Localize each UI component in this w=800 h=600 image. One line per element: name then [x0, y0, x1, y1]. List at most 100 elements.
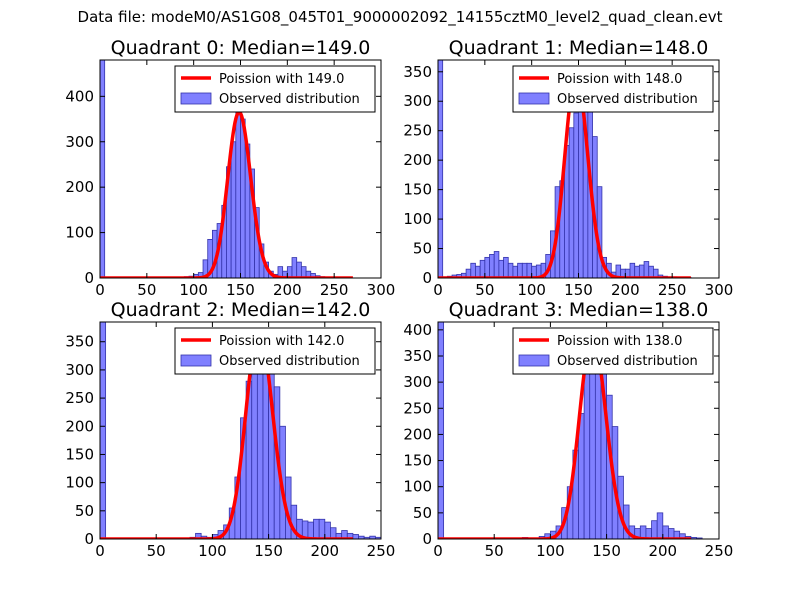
legend-observed-label: Observed distribution	[557, 354, 698, 369]
legend: Poission with 138.0 Observed distribution	[512, 327, 714, 375]
y-tick-label: 50	[413, 240, 432, 258]
histogram-bar	[313, 518, 320, 539]
y-tick-label: 150	[403, 452, 432, 470]
histogram-bar	[648, 265, 654, 278]
y-tick-label: 200	[65, 178, 94, 196]
y-tick-label: 150	[403, 181, 432, 199]
y-tick-label: 50	[413, 504, 432, 522]
histogram-bar	[653, 268, 659, 278]
x-tick-label: 150	[254, 542, 283, 560]
x-tick-label: 50	[137, 281, 156, 299]
legend-observed-swatch	[518, 92, 550, 105]
y-tick-label: 200	[403, 425, 432, 443]
histogram-bar	[634, 265, 640, 278]
x-tick-label: 100	[179, 281, 208, 299]
y-tick-label: 100	[403, 210, 432, 228]
histogram-bar	[251, 366, 258, 539]
y-tick-label: 350	[65, 333, 94, 351]
y-tick-label: 400	[403, 321, 432, 339]
histogram-bar	[324, 521, 331, 539]
y-tick-label: 350	[403, 347, 432, 365]
y-tick-label: 300	[65, 361, 94, 379]
legend-poisson-label: Poission with 142.0	[219, 334, 344, 349]
axes-frame	[99, 321, 382, 540]
legend-poisson-label: Poission with 138.0	[557, 334, 682, 349]
x-tick-label: 200	[273, 281, 302, 299]
histogram-bar	[526, 262, 533, 278]
legend: Poission with 142.0 Observed distribution	[174, 327, 376, 375]
x-tick-label: 300	[705, 281, 734, 299]
y-tick-label: 300	[403, 373, 432, 391]
histogram-bar	[100, 60, 106, 278]
histogram-bar	[318, 518, 326, 539]
x-tick-label: 0	[95, 281, 105, 299]
histogram-bar	[643, 261, 650, 278]
poisson-curve	[100, 110, 353, 278]
y-tick-label: 100	[403, 478, 432, 496]
y-tick-label: 100	[65, 224, 94, 242]
histogram-bar	[470, 262, 476, 278]
histogram-bar	[100, 322, 107, 539]
legend-poisson-label: Poission with 149.0	[219, 72, 344, 87]
y-tick-label: 250	[65, 389, 94, 407]
x-tick-label: 50	[147, 542, 166, 560]
legend-observed-label: Observed distribution	[219, 354, 360, 369]
histogram-bar	[656, 512, 664, 539]
plot-area	[100, 322, 381, 539]
y-tick-label: 200	[403, 151, 432, 169]
histogram-bar	[230, 141, 237, 278]
legend-observed-label: Observed distribution	[557, 92, 698, 107]
x-tick-label: 250	[658, 281, 687, 299]
histogram-bar	[568, 127, 575, 278]
histogram-bar	[583, 368, 591, 539]
histogram-bar	[352, 534, 359, 539]
x-tick-label: 250	[320, 281, 349, 299]
x-tick-label: 250	[705, 542, 734, 560]
histogram-bar	[291, 257, 298, 278]
x-tick-label: 100	[536, 542, 565, 560]
histogram-bar	[438, 60, 444, 278]
legend-poisson-label: Poission with 148.0	[557, 72, 682, 87]
plot-area	[438, 60, 692, 278]
histogram-bar	[438, 322, 445, 539]
legend-observed-swatch	[518, 354, 550, 367]
quadrant-3-plot: 0 50 100 150 200 250 0 50 100 150 200 250 300 350 400 Q…	[403, 299, 733, 560]
x-tick-label: 50	[475, 281, 494, 299]
histogram-bar	[512, 265, 519, 278]
y-tick-label: 200	[65, 417, 94, 435]
x-tick-label: 150	[564, 281, 593, 299]
y-tick-label: 250	[403, 399, 432, 417]
histogram-bar	[307, 521, 314, 539]
subplot-title: Quadrant 1: Median=148.0	[449, 37, 709, 59]
x-tick-label: 150	[592, 542, 621, 560]
histogram-bar	[489, 254, 495, 278]
x-tick-label: 100	[517, 281, 546, 299]
x-tick-label: 300	[367, 281, 396, 299]
x-tick-label: 250	[367, 542, 396, 560]
x-tick-label: 0	[433, 542, 443, 560]
histogram-bar	[517, 262, 523, 278]
histogram-bar	[629, 262, 636, 278]
histogram-bar	[662, 525, 669, 539]
y-tick-label: 0	[84, 269, 94, 287]
quadrant-1-plot: 0 50 100 150 200 250 300 0 50 100 150 200 250 300 350 Q…	[403, 37, 733, 299]
y-tick-label: 300	[403, 92, 432, 110]
histogram-bar	[503, 256, 509, 278]
histogram-bar	[521, 262, 528, 278]
histogram-bar	[484, 256, 490, 278]
y-tick-label: 400	[65, 87, 94, 105]
histogram-bar	[507, 262, 514, 278]
histogram-bar	[475, 265, 481, 278]
x-tick-label: 0	[433, 281, 443, 299]
legend: Poission with 148.0 Observed distribution	[512, 65, 714, 113]
x-tick-label: 200	[310, 542, 339, 560]
x-tick-label: 150	[226, 281, 255, 299]
legend-observed-label: Observed distribution	[219, 92, 360, 107]
legend: Poission with 149.0 Observed distribution	[174, 65, 376, 113]
y-tick-label: 50	[75, 502, 94, 520]
y-tick-label: 100	[65, 474, 94, 492]
y-tick-label: 300	[65, 133, 94, 151]
histogram-bar	[573, 112, 579, 278]
histogram-bar	[235, 111, 241, 278]
